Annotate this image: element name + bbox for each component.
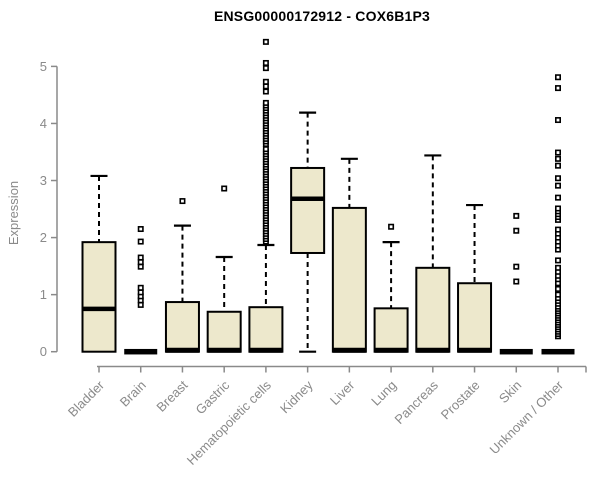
outlier-point — [179, 198, 186, 205]
box-rect — [457, 282, 493, 353]
flat-box — [499, 348, 533, 355]
box-group-kidney — [290, 111, 326, 353]
box-rect — [248, 306, 284, 353]
flat-box — [541, 348, 575, 355]
x-tick-label-lung: Lung — [368, 378, 399, 409]
box-rect — [373, 307, 409, 353]
x-tick-label-skin: Skin — [496, 378, 524, 406]
box-group-breast — [164, 198, 200, 353]
box-group-bladder — [81, 174, 117, 353]
x-tick-label-bladder: Bladder — [65, 377, 108, 420]
x-tick-label-pancreas: Pancreas — [391, 377, 441, 427]
y-tick-label: 0 — [40, 344, 47, 359]
y-tick-label: 2 — [40, 230, 47, 245]
outlier-point — [554, 155, 561, 162]
outlier-point — [262, 99, 269, 106]
outlier-point — [262, 88, 269, 95]
box-group-liver — [331, 157, 367, 353]
box-group-unknown-other — [541, 74, 575, 355]
outlier-point — [554, 257, 561, 264]
outlier-point — [262, 38, 269, 45]
box-group-gastric — [206, 185, 242, 353]
outlier-point — [262, 65, 269, 72]
outlier-point — [137, 263, 144, 270]
flat-box — [124, 348, 158, 355]
outlier-point — [388, 223, 395, 230]
outlier-point — [513, 227, 520, 234]
outlier-point — [262, 78, 269, 85]
x-tick-label-prostate: Prostate — [438, 378, 483, 423]
x-tick-label-brain: Brain — [117, 378, 149, 410]
y-tick-label: 1 — [40, 287, 47, 302]
x-tick-label-liver: Liver — [327, 377, 358, 408]
outlier-point — [262, 83, 269, 90]
outlier-point — [554, 291, 561, 298]
box-group-skin — [499, 212, 533, 355]
outlier-point — [137, 289, 144, 296]
outlier-point — [554, 175, 561, 182]
outlier-point — [137, 259, 144, 266]
outlier-point — [262, 59, 269, 66]
outlier-point — [513, 278, 520, 285]
x-tick-label-breast: Breast — [153, 377, 190, 414]
outlier-point — [137, 238, 144, 245]
outlier-point — [137, 226, 144, 233]
outlier-point — [554, 194, 561, 201]
box-group-hematopoietic-cells — [248, 38, 284, 353]
outlier-point — [262, 146, 269, 153]
box-group-lung — [373, 223, 409, 353]
box-group-brain — [124, 226, 158, 355]
box-group-pancreas — [415, 154, 451, 353]
outlier-point — [554, 264, 561, 271]
x-tick-label-kidney: Kidney — [277, 377, 316, 416]
outlier-point — [554, 285, 561, 292]
outlier-point — [554, 85, 561, 92]
x-tick-label-gastric: Gastric — [193, 377, 233, 417]
box-rect — [206, 310, 242, 353]
outlier-point — [554, 149, 561, 156]
box-rect — [81, 241, 117, 353]
outlier-point — [221, 185, 228, 192]
outlier-point — [513, 212, 520, 219]
x-tick-label-unknown-other: Unknown / Other — [487, 377, 567, 457]
outlier-point — [513, 263, 520, 270]
outlier-point — [137, 254, 144, 261]
y-tick-label: 5 — [40, 59, 47, 74]
chart-title: ENSG00000172912 - COX6B1P3 — [213, 8, 431, 24]
box-rect — [415, 266, 451, 353]
box-rect — [290, 166, 326, 254]
box-rect — [164, 301, 200, 353]
outlier-point — [554, 205, 561, 212]
outlier-point — [554, 226, 561, 233]
outlier-point — [554, 74, 561, 81]
box-group-prostate — [457, 203, 493, 353]
y-tick-label: 3 — [40, 173, 47, 188]
outlier-point — [137, 301, 144, 308]
outlier-point — [554, 182, 561, 189]
box-rect — [331, 206, 367, 353]
outlier-point — [137, 284, 144, 291]
outlier-point — [554, 117, 561, 124]
y-tick-label: 4 — [40, 116, 47, 131]
outlier-point — [554, 162, 561, 169]
